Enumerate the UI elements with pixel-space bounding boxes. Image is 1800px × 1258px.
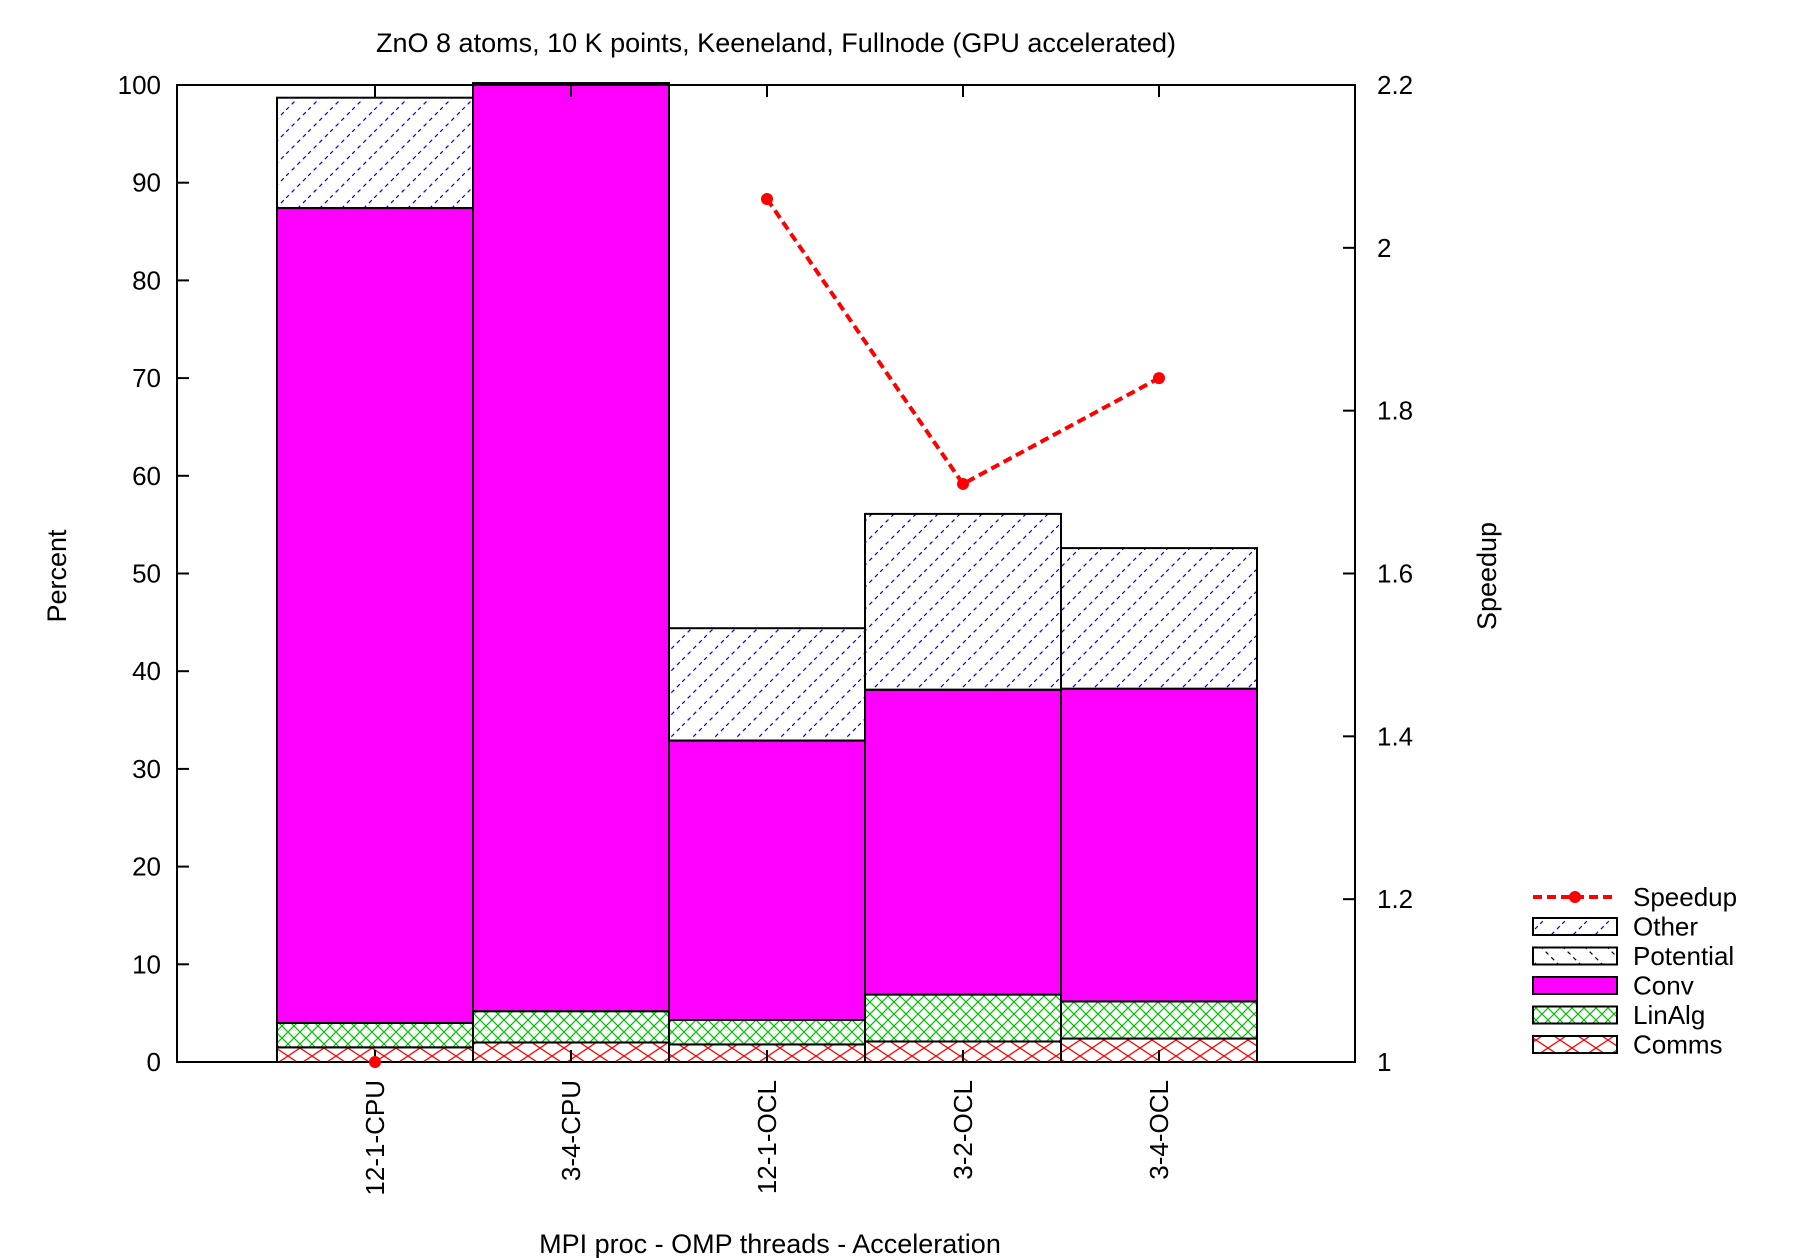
- legend-label-potential: Potential: [1633, 941, 1734, 971]
- speedup-point: [1153, 372, 1165, 385]
- y-tick-label: 80: [132, 265, 161, 295]
- legend-label-speedup: Speedup: [1633, 882, 1737, 912]
- bar-conv-12-1-OCL: [668, 739, 866, 1021]
- x-tick-label: 3-4-CPU: [556, 1080, 586, 1181]
- x-tick-label: 3-4-OCL: [1144, 1080, 1174, 1180]
- y-tick-label: 50: [132, 559, 161, 589]
- x-tick-label: 12-1-CPU: [360, 1080, 390, 1196]
- bar-linalg-3-4-CPU: [472, 1010, 670, 1044]
- bar-conv-3-4-OCL: [1060, 687, 1258, 1003]
- legend-swatch-comms: [1532, 1035, 1618, 1054]
- y2-tick-label: 1.6: [1377, 559, 1413, 589]
- bar-conv-3-4-CPU: [472, 82, 670, 1013]
- bar-linalg-12-1-CPU: [276, 1021, 474, 1049]
- speedup-line-layer: [369, 192, 1165, 1068]
- speedup-point: [761, 192, 773, 205]
- legend-label-other: Other: [1633, 912, 1698, 942]
- legend-swatch-speedup-point: [1569, 891, 1581, 903]
- legend-label-linalg: LinAlg: [1633, 1000, 1705, 1030]
- y-tick-label: 30: [132, 754, 161, 784]
- x-tick-label: 12-1-OCL: [752, 1080, 782, 1194]
- legend-label-conv: Conv: [1633, 971, 1694, 1001]
- y-tick-label: 70: [132, 363, 161, 393]
- y2-tick-label: 1.2: [1377, 884, 1413, 914]
- legend-swatch-potential: [1532, 946, 1618, 966]
- y2-tick-label: 2: [1377, 233, 1391, 263]
- bar-linalg-3-2-OCL: [864, 993, 1062, 1043]
- bar-other-12-1-OCL: [668, 627, 866, 742]
- bars-layer: [276, 82, 1258, 1064]
- speedup-point: [957, 477, 969, 490]
- legend-label-comms: Comms: [1633, 1030, 1723, 1060]
- y-tick-label: 0: [147, 1047, 161, 1077]
- speedup-line: [765, 197, 1160, 487]
- bar-other-3-2-OCL: [864, 512, 1062, 691]
- y-tick-label: 100: [118, 70, 161, 100]
- bar-linalg-12-1-OCL: [668, 1018, 866, 1046]
- bar-other-12-1-CPU: [276, 96, 474, 210]
- axes-layer: 0 10 20 30 40 50 60 70 80 90 100 1 1.2 1.4 1.6 1.8 2 2.2 1…: [118, 70, 1414, 1196]
- y2-tick-label: 1.4: [1377, 721, 1413, 751]
- y2-tick-label: 1: [1377, 1047, 1391, 1077]
- x-tick-label: 3-2-OCL: [948, 1080, 978, 1180]
- y-tick-label: 40: [132, 656, 161, 686]
- legend-swatch-conv: [1532, 976, 1618, 995]
- y2-axis-label: Speedup: [1472, 522, 1502, 630]
- bar-linalg-3-4-OCL: [1060, 1000, 1258, 1040]
- y-tick-label: 20: [132, 852, 161, 882]
- legend-swatch-other: [1532, 917, 1618, 936]
- bar-conv-3-2-OCL: [864, 688, 1062, 996]
- y-tick-label: 10: [132, 949, 161, 979]
- y2-tick-label: 2.2: [1377, 70, 1413, 100]
- bar-conv-12-1-CPU: [276, 207, 474, 1024]
- chart-title: ZnO 8 atoms, 10 K points, Keeneland, Ful…: [376, 28, 1176, 58]
- x-axis-label: MPI proc - OMP threads - Acceleration: [539, 1229, 1001, 1258]
- y-axis-label: Percent: [42, 529, 72, 623]
- legend-swatch-linalg: [1532, 1005, 1618, 1025]
- y2-tick-label: 1.8: [1377, 396, 1413, 426]
- bar-other-3-4-OCL: [1060, 547, 1258, 690]
- y-tick-label: 60: [132, 461, 161, 491]
- speedup-point: [369, 1056, 381, 1068]
- y-tick-label: 90: [132, 168, 161, 198]
